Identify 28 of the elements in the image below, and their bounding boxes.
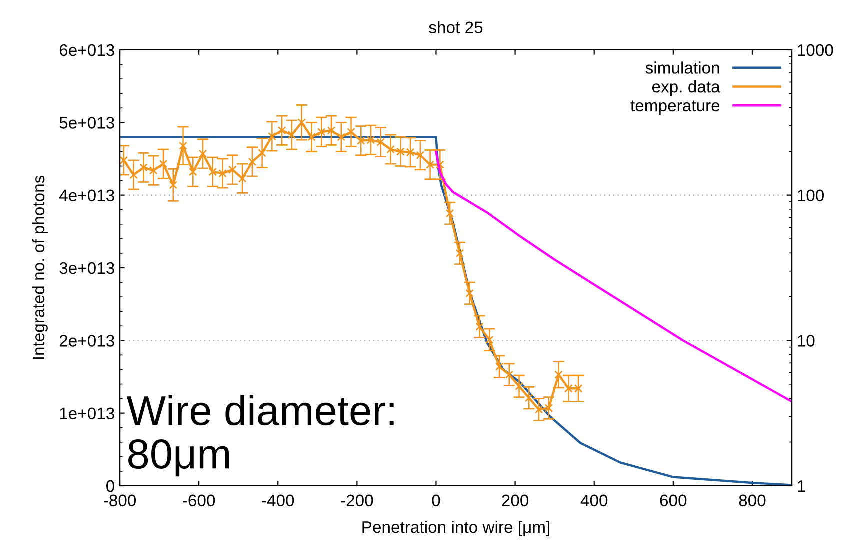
y-tick-label: 1e+013 [60, 408, 114, 420]
x-tick-label: 800 [739, 494, 766, 507]
x-tick-label: 400 [580, 494, 608, 507]
legend-label: simulation [646, 62, 720, 74]
line-series [435, 151, 792, 403]
x-tick-label: 200 [502, 494, 529, 507]
y2-tick-label: 100 [798, 190, 824, 202]
chart-title: shot 25 [429, 21, 483, 34]
y-tick-label: 3e+013 [60, 262, 114, 274]
x-tick-label: 600 [660, 494, 687, 507]
x-tick-label: -400 [262, 494, 294, 507]
annotation: Wire diameter: 80μm [126, 395, 394, 477]
legend-label: exp. data [652, 80, 720, 96]
y-tick-label: 2e+013 [60, 335, 114, 347]
x-axis-title: Penetration into wire [μm] [362, 520, 550, 537]
legend-label: temperature [630, 100, 720, 115]
x-tick-label: 0 [432, 494, 440, 507]
y-tick-label: 0 [106, 480, 114, 492]
y-tick-label: 5e+013 [60, 117, 114, 129]
y2-tick-label: 1 [798, 480, 806, 492]
x-tick-label: -800 [104, 494, 136, 507]
x-tick-label: -200 [341, 494, 374, 507]
y2-tick-label: 1000 [798, 44, 834, 56]
y-axis-title: Integrated no. of photons [32, 176, 48, 360]
x-tick-label: -600 [183, 494, 216, 507]
y-tick-label: 6e+013 [60, 44, 114, 56]
y-tick-label: 4e+013 [59, 190, 114, 202]
y2-tick-label: 10 [798, 335, 815, 347]
